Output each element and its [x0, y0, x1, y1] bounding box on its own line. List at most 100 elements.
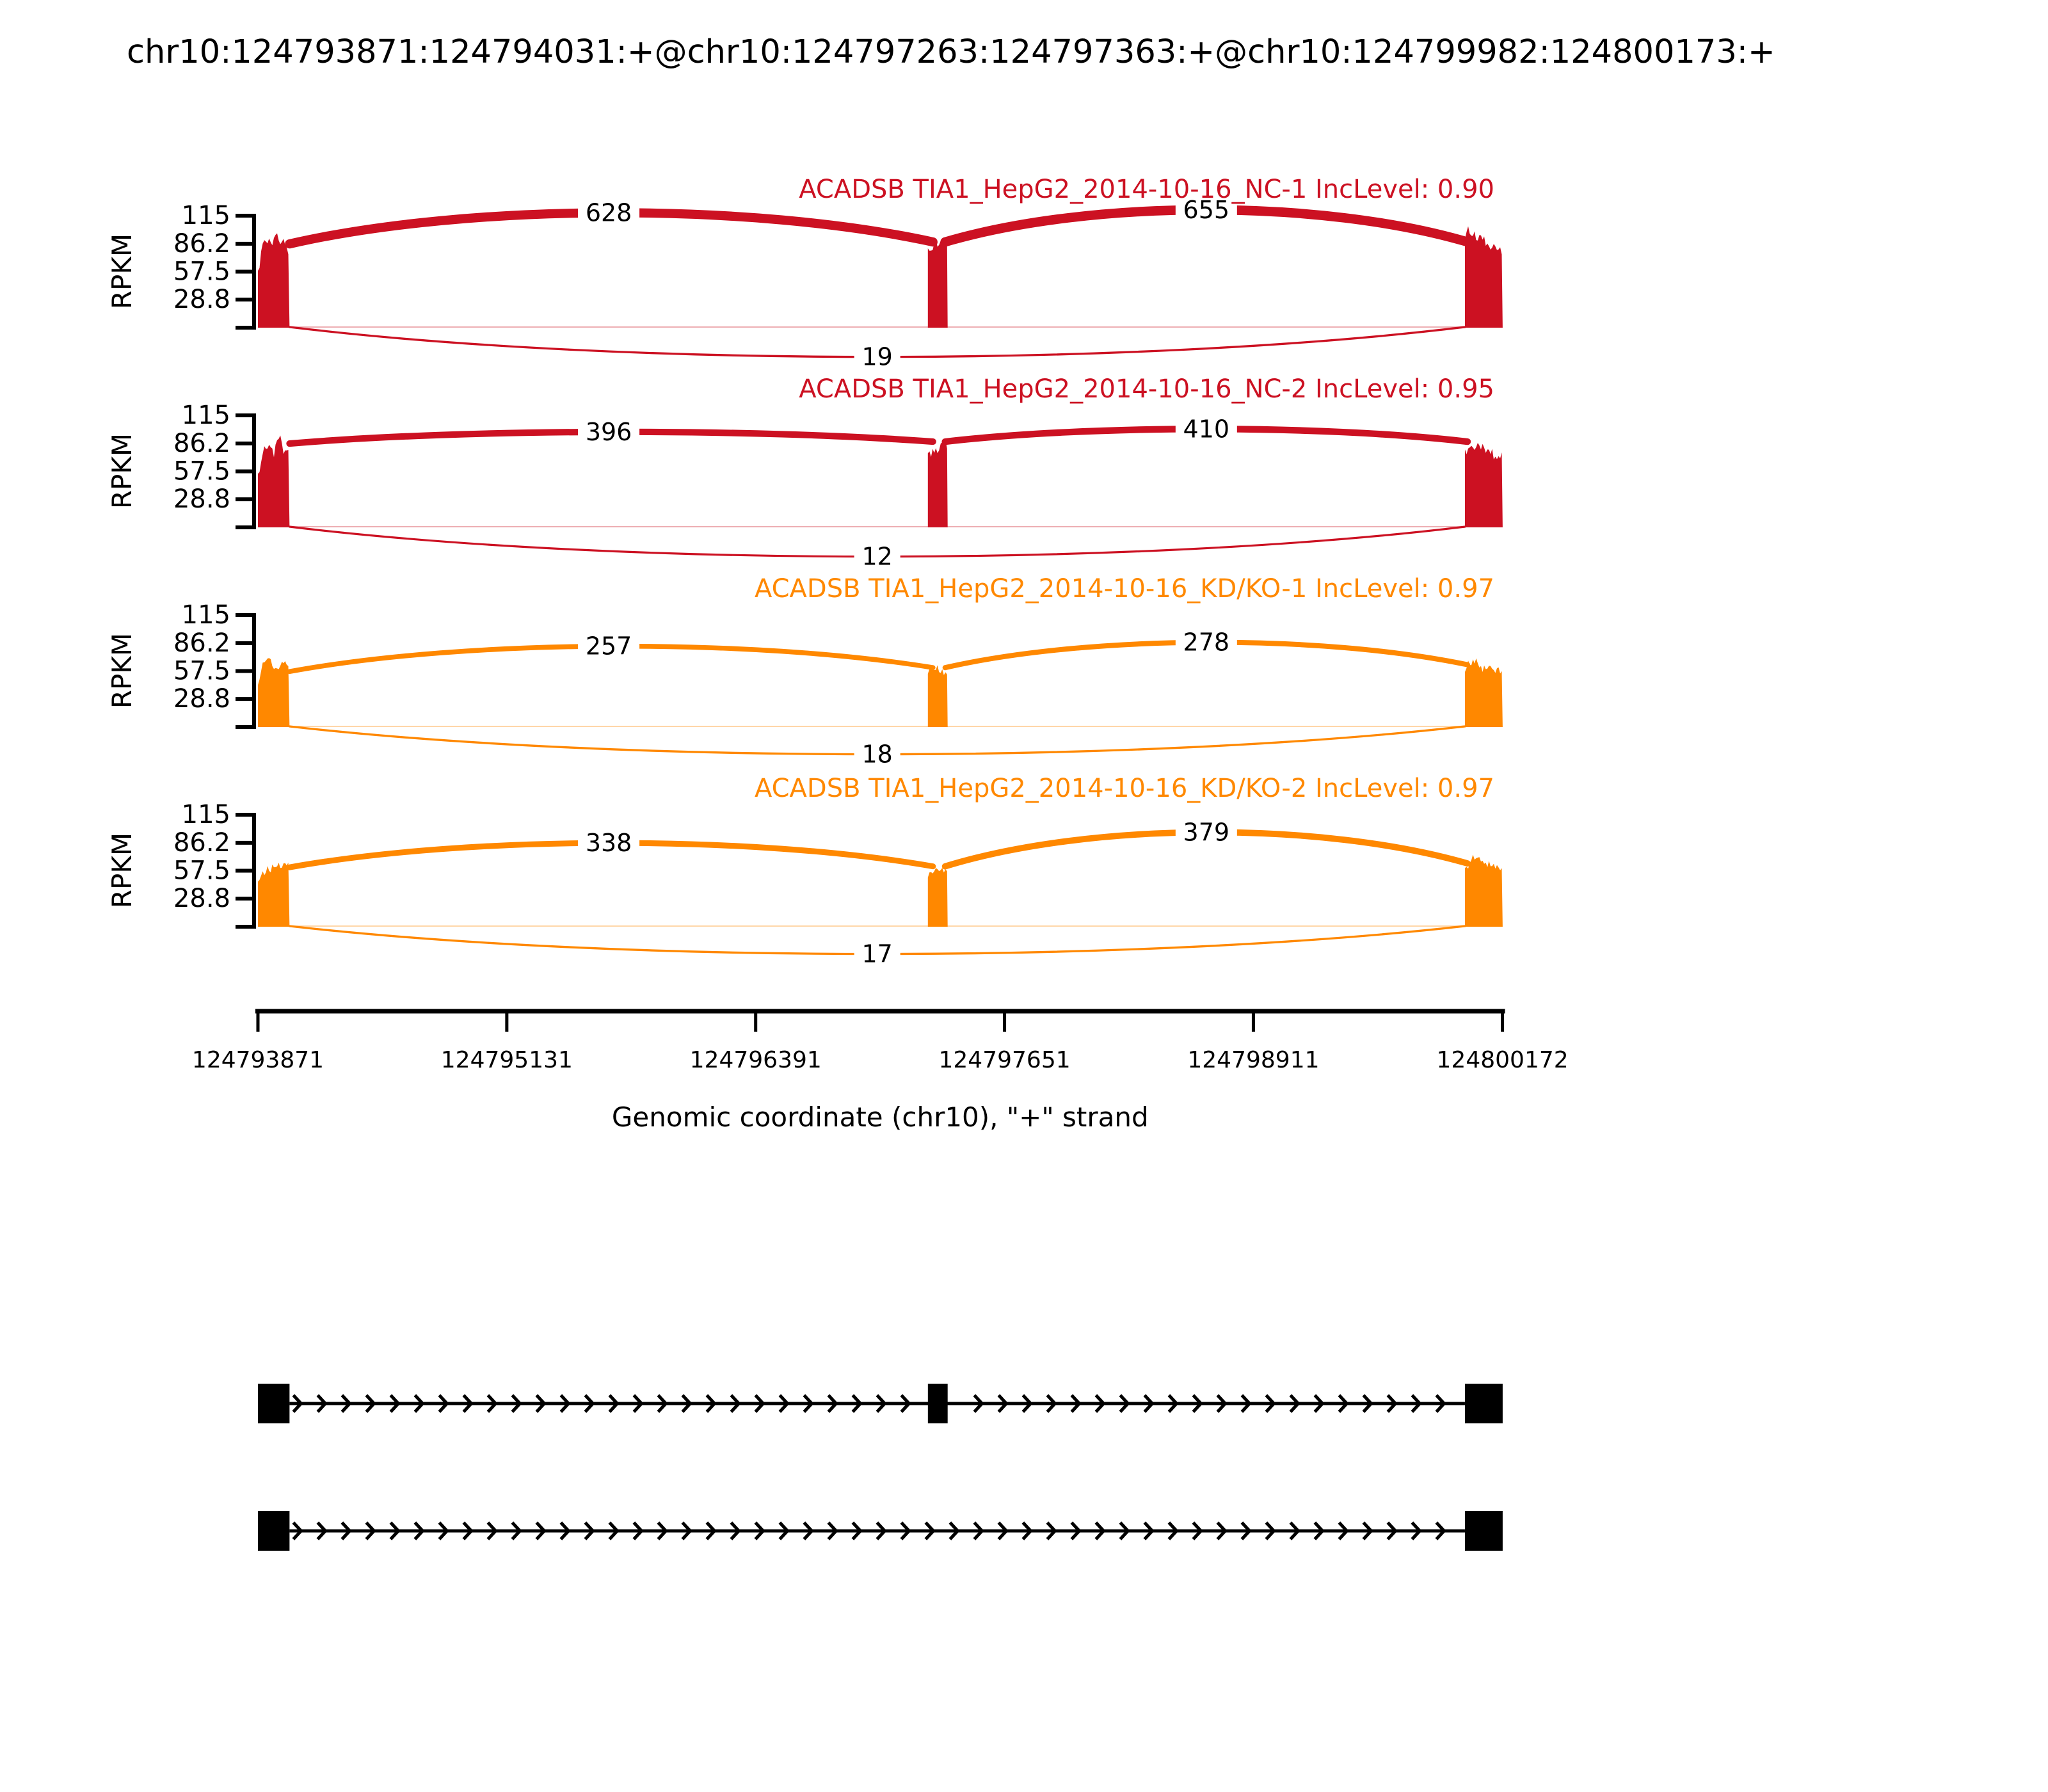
y-tick-label: 86.2 [173, 429, 230, 458]
y-tick-label: 115 [182, 800, 230, 829]
junction-label-bg [1175, 414, 1237, 444]
junction-count-label: 18 [861, 740, 892, 769]
junction-count-label: 19 [861, 343, 892, 371]
strand-arrow-icon [1119, 1521, 1130, 1540]
transcript-skipping-isoform [258, 1511, 1503, 1551]
junction-count-label: 257 [586, 632, 632, 660]
strand-arrow-icon [462, 1521, 474, 1540]
strand-arrow-icon [730, 1521, 741, 1540]
y-tick-label: 115 [182, 401, 230, 430]
junction-label-bg [1175, 817, 1237, 847]
exon-coverage-1 [258, 862, 290, 927]
track-title: ACADSB TIA1_HepG2_2014-10-16_NC-1 IncLev… [799, 175, 1494, 204]
strand-arrow-icon [900, 1394, 911, 1413]
strand-arrow-icon [1070, 1521, 1082, 1540]
strand-arrow-icon [1435, 1521, 1446, 1540]
strand-arrow-icon [1167, 1394, 1179, 1413]
y-axis-title: RPKM [106, 234, 138, 309]
strand-arrow-icon [511, 1521, 522, 1540]
junction-count-label: 12 [861, 543, 892, 571]
strand-arrow-icon [511, 1394, 522, 1413]
strand-arrow-icon [1265, 1394, 1276, 1413]
junction-count-label: 278 [1183, 628, 1230, 657]
transcript-inclusion-isoform [258, 1384, 1503, 1423]
strand-arrow-icon [900, 1521, 911, 1540]
strand-arrow-icon [584, 1394, 595, 1413]
strand-arrow-icon [1240, 1394, 1252, 1413]
y-tick-label: 28.8 [173, 285, 230, 314]
strand-arrow-icon [1216, 1521, 1228, 1540]
track-title: ACADSB TIA1_HepG2_2014-10-16_KD/KO-1 Inc… [755, 574, 1494, 604]
strand-arrow-icon [1192, 1521, 1203, 1540]
strand-arrow-icon [413, 1394, 425, 1413]
junction-label-bg [1175, 627, 1237, 657]
strand-arrow-icon [1435, 1394, 1446, 1413]
junction-count-label: 379 [1183, 818, 1230, 846]
strand-arrow-icon [876, 1521, 887, 1540]
strand-arrow-icon [973, 1521, 984, 1540]
x-tick-label: 124797651 [939, 1047, 1071, 1073]
strand-arrow-icon [657, 1394, 668, 1413]
y-tick-label: 115 [182, 600, 230, 630]
strand-arrow-icon [754, 1521, 765, 1540]
strand-arrow-icon [608, 1521, 620, 1540]
strand-arrow-icon [340, 1521, 352, 1540]
strand-arrow-icon [535, 1394, 547, 1413]
x-tick-label: 124795131 [441, 1047, 573, 1073]
strand-arrow-icon [1338, 1521, 1349, 1540]
strand-arrow-icon [340, 1394, 352, 1413]
y-tick-label: 28.8 [173, 684, 230, 714]
exon-coverage-3 [1465, 443, 1503, 527]
strand-arrow-icon [851, 1521, 863, 1540]
junction-count-label: 628 [586, 198, 632, 227]
exon-coverage-2 [927, 238, 948, 328]
strand-arrow-icon [1362, 1521, 1373, 1540]
strand-arrow-icon [632, 1521, 644, 1540]
strand-arrow-icon [608, 1394, 620, 1413]
strand-arrow-icon [973, 1394, 984, 1413]
y-tick-label: 28.8 [173, 484, 230, 514]
strand-arrow-icon [1313, 1394, 1325, 1413]
y-tick-label: 28.8 [173, 884, 230, 913]
strand-arrow-icon [438, 1521, 449, 1540]
strand-arrow-icon [657, 1521, 668, 1540]
strand-arrow-icon [924, 1521, 936, 1540]
junction-label-bg [578, 198, 640, 228]
y-tick-label: 57.5 [173, 457, 230, 486]
junction-count-label: 396 [586, 418, 632, 446]
exon-box [258, 1384, 290, 1423]
strand-arrow-icon [632, 1394, 644, 1413]
strand-arrow-icon [584, 1521, 595, 1540]
track-title: ACADSB TIA1_HepG2_2014-10-16_KD/KO-2 Inc… [755, 774, 1494, 803]
strand-arrow-icon [997, 1394, 1009, 1413]
y-axis-title: RPKM [106, 833, 138, 908]
y-axis-title: RPKM [106, 433, 138, 509]
junction-label-bg [578, 417, 640, 447]
strand-arrow-icon [681, 1521, 692, 1540]
strand-arrow-icon [1167, 1521, 1179, 1540]
strand-arrow-icon [1046, 1521, 1057, 1540]
strand-arrow-icon [754, 1394, 765, 1413]
strand-arrow-icon [462, 1394, 474, 1413]
strand-arrow-icon [705, 1521, 717, 1540]
junction-label-bg [854, 739, 900, 769]
strand-arrow-icon [851, 1394, 863, 1413]
strand-arrow-icon [438, 1394, 449, 1413]
strand-arrow-icon [948, 1521, 960, 1540]
strand-arrow-icon [1021, 1394, 1033, 1413]
exon-box [258, 1511, 290, 1551]
track-title: ACADSB TIA1_HepG2_2014-10-16_NC-2 IncLev… [799, 374, 1494, 404]
junction-label-bg [854, 541, 900, 572]
strand-arrow-icon [1119, 1394, 1130, 1413]
exon-coverage-2 [927, 868, 948, 927]
strand-arrow-icon [1289, 1521, 1300, 1540]
strand-arrow-icon [730, 1394, 741, 1413]
exon-box [1464, 1384, 1503, 1423]
strand-arrow-icon [486, 1521, 498, 1540]
